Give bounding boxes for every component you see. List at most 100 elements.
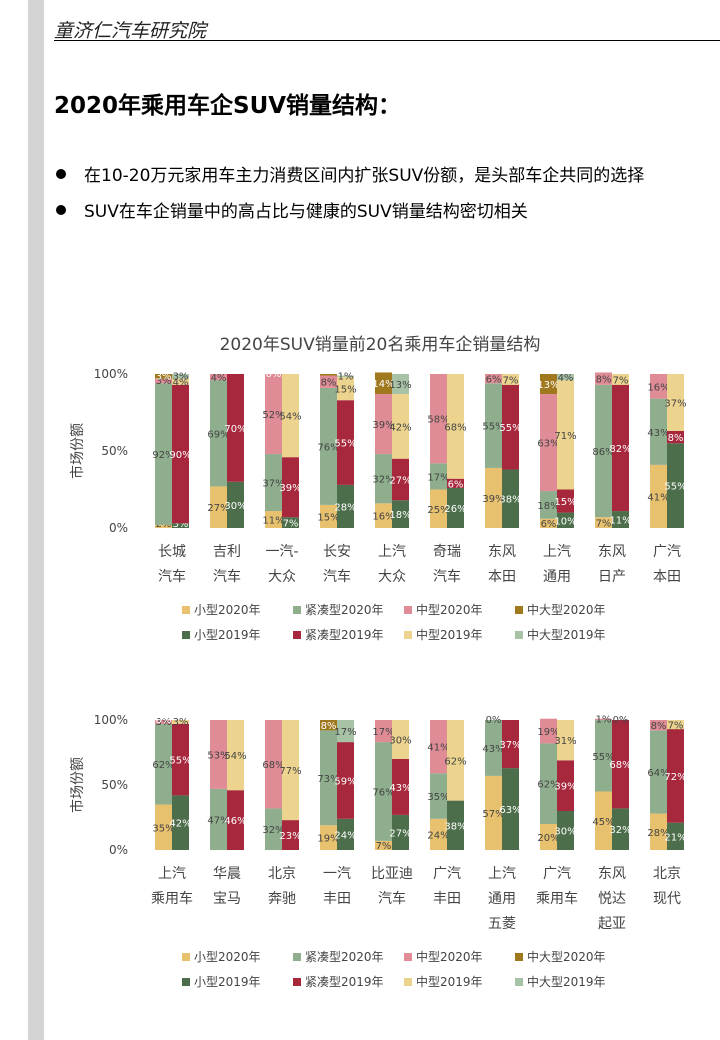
y-axis-label: 市场份额 <box>69 423 86 479</box>
bar-segment <box>502 768 519 850</box>
bar-segment <box>430 720 447 774</box>
data-label: 55% <box>334 439 356 450</box>
data-label: 39% <box>372 420 394 431</box>
legend-label: 中型2020年 <box>416 602 483 617</box>
bar-segment <box>485 467 502 528</box>
x-category-label: 悦达 <box>598 891 626 907</box>
bar-segment <box>485 383 502 468</box>
bar-segment <box>320 375 337 388</box>
data-label: 6% <box>541 519 557 530</box>
bar-segment <box>337 818 354 850</box>
bar-chart-1: 市场份额0%50%100%2%92%3%3%3%90%4%3%长城汽车27%69… <box>69 367 687 642</box>
bar-segment <box>337 720 354 743</box>
bar-segment <box>375 720 392 743</box>
bar-segment <box>392 458 409 501</box>
legend-swatch <box>515 953 523 961</box>
x-category-label: 上汽 <box>378 544 406 560</box>
data-label: 35% <box>427 792 449 803</box>
bar-segment <box>375 454 392 504</box>
bar-segment <box>612 511 629 528</box>
y-tick-label: 100% <box>94 367 128 381</box>
bar-segment <box>320 730 337 826</box>
data-label: 25% <box>427 505 449 516</box>
x-category-label: 上汽 <box>543 544 571 560</box>
bar-segment <box>540 491 557 519</box>
x-category-label: 丰田 <box>433 891 461 907</box>
x-category-label: 本田 <box>653 569 681 585</box>
y-tick-label: 0% <box>109 843 128 857</box>
bar-segment <box>595 791 612 850</box>
data-label: 55% <box>169 756 191 767</box>
legend-label: 中型2019年 <box>416 974 483 989</box>
data-label: 7% <box>376 841 392 852</box>
bar-segment <box>650 398 667 465</box>
legend-swatch <box>404 953 412 961</box>
legend-swatch <box>515 606 523 614</box>
data-label: 7% <box>668 721 684 732</box>
bar-segment <box>557 720 574 761</box>
legend-swatch <box>182 631 190 639</box>
bar-segment <box>155 524 172 528</box>
data-label: 27% <box>389 828 411 839</box>
legend-swatch <box>293 606 301 614</box>
data-label: 4% <box>173 378 189 389</box>
legend-label: 中型2019年 <box>416 627 483 642</box>
legend-swatch <box>404 606 412 614</box>
legend-swatch <box>404 978 412 986</box>
x-category-label: 汽车 <box>158 568 186 585</box>
data-label: 59% <box>334 776 356 787</box>
bar-segment <box>172 523 189 528</box>
bar-segment <box>502 469 519 528</box>
bar-segment <box>210 486 227 528</box>
bar-segment <box>557 374 574 381</box>
bar-segment <box>430 374 447 464</box>
data-label: 3% <box>156 717 172 728</box>
data-label: 54% <box>279 412 301 423</box>
bar-segment <box>227 481 244 528</box>
data-label: 43% <box>482 744 504 755</box>
x-category-label: 奇瑞 <box>433 543 461 560</box>
data-label: 55% <box>482 422 504 433</box>
bar-segment <box>392 374 409 395</box>
bar-segment <box>540 743 557 824</box>
x-category-label: 比亚迪 <box>371 866 413 882</box>
data-label: 37% <box>664 398 686 409</box>
x-category-label: 宝马 <box>213 891 241 907</box>
header-brand: 童济仁汽车研究院 <box>54 20 207 42</box>
data-label: 27% <box>207 503 229 514</box>
bar-segment <box>595 517 612 528</box>
bar-segment <box>320 720 337 731</box>
bar-segment <box>392 394 409 459</box>
bar-segment <box>540 518 557 528</box>
x-category-label: 上汽 <box>158 866 186 882</box>
data-label: 55% <box>592 752 614 763</box>
bar-segment <box>375 372 392 395</box>
bar-segment <box>557 811 574 850</box>
data-label: 13% <box>389 380 411 391</box>
bar-segment <box>502 374 519 385</box>
data-label: 3% <box>156 376 172 387</box>
bar-segment <box>595 384 612 518</box>
bullet-item: 在10-20万元家用车主力消费区间内扩张SUV份额，是头部车企共同的选择 <box>56 161 644 186</box>
legend-label: 小型2019年 <box>194 628 261 642</box>
data-label: 32% <box>609 825 631 836</box>
data-label: 10% <box>554 516 576 527</box>
chart-title: 2020年SUV销量前20名乘用车企销量结构 <box>219 335 541 355</box>
bar-segment <box>282 820 299 850</box>
bar-segment <box>447 720 464 801</box>
data-label: 24% <box>334 830 356 841</box>
x-category-label: 东风 <box>598 866 626 882</box>
bar-segment <box>650 730 667 814</box>
data-label: 31% <box>554 736 576 747</box>
data-label: 6% <box>448 479 464 490</box>
bar-segment <box>172 723 189 796</box>
bullet-text: 在10-20万元家用车主力消费区间内扩张SUV份额，是头部车企共同的选择 <box>84 166 645 186</box>
bar-segment <box>557 489 574 513</box>
data-label: 58% <box>427 415 449 426</box>
legend-label: 中大型2019年 <box>527 974 606 989</box>
bar-segment <box>320 504 337 528</box>
x-category-label: 北京 <box>268 866 296 882</box>
bar-segment <box>210 720 227 789</box>
legend-label: 中大型2020年 <box>527 949 606 964</box>
data-label: 0% <box>156 715 172 726</box>
